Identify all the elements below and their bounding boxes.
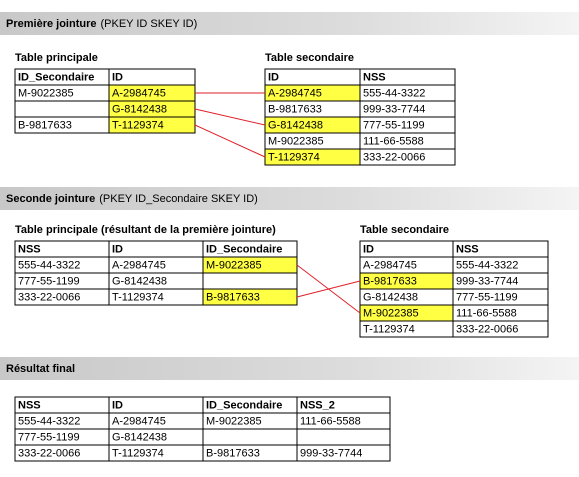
cell-text: 555-44-3322 <box>363 87 425 99</box>
cell-text: 777-55-1199 <box>456 291 518 303</box>
column-header: NSS_2 <box>300 399 335 411</box>
cell-text: 777-55-1199 <box>363 119 425 131</box>
cell <box>202 428 298 446</box>
column-header: ID <box>268 71 279 83</box>
cell-text: M-9022385 <box>18 87 74 99</box>
join-line <box>194 108 266 126</box>
column-header: NSS <box>18 243 41 255</box>
column-header: ID <box>363 243 374 255</box>
cell-text: M-9022385 <box>206 259 262 271</box>
column-header: ID_Secondaire <box>18 71 94 83</box>
cell-text: 111-66-5588 <box>300 415 361 427</box>
cell-text: 111-66-5588 <box>456 307 517 319</box>
cell-text: B-9817633 <box>268 103 322 115</box>
table-caption: Table principale <box>15 52 98 64</box>
table: NSS ID ID_Secondaire 555-44-3322 A-2984745 M-… <box>14 240 298 306</box>
column-header: ID <box>112 399 123 411</box>
column-header: NSS <box>456 243 479 255</box>
cell <box>14 100 110 118</box>
cell-text: B-9817633 <box>206 447 260 459</box>
cell-text: G-8142438 <box>268 119 323 131</box>
cell-text: B-9817633 <box>18 119 72 131</box>
cell <box>359 148 456 166</box>
cell-text: 777-55-1199 <box>18 275 80 287</box>
section-title-bold: Seconde jointure <box>6 193 95 205</box>
cell-text: 777-55-1199 <box>18 431 80 443</box>
header-cell <box>264 68 361 86</box>
column-header: NSS <box>363 71 386 83</box>
section-header <box>0 357 579 380</box>
cell-text: T-1129374 <box>112 291 164 303</box>
join-lines <box>194 92 361 314</box>
header-cell <box>108 396 204 414</box>
column-header: ID <box>112 71 123 83</box>
cell-text: 555-44-3322 <box>18 415 80 427</box>
cell <box>296 444 391 462</box>
cell-text: G-8142438 <box>112 275 167 287</box>
table-caption: Table secondaire <box>265 52 354 64</box>
section-title: Seconde jointure (PKEY ID_Secondaire SKEY… <box>6 193 258 205</box>
cell-text: 999-33-7744 <box>456 275 518 287</box>
cell-text: 333-22-0066 <box>18 291 80 303</box>
table: ID NSS A-2984745 555-44-3322 B-9817633 999-33… <box>359 240 549 338</box>
column-header: ID_Secondaire <box>206 243 282 255</box>
section-subtitle: (PKEY ID SKEY ID) <box>100 18 197 30</box>
section-subtitle: (PKEY ID_Secondaire SKEY ID) <box>99 193 258 205</box>
section-header <box>0 187 579 210</box>
cell-text: A-2984745 <box>112 415 166 427</box>
column-header: ID_Secondaire <box>206 399 282 411</box>
cell-text: A-2984745 <box>112 87 166 99</box>
section-title-bold: Première jointure <box>6 18 96 30</box>
cell-text: 999-33-7744 <box>300 447 362 459</box>
cell-text: 111-66-5588 <box>363 135 424 147</box>
cell <box>296 428 391 446</box>
cell-text: M-9022385 <box>363 307 419 319</box>
cell <box>452 320 549 338</box>
column-header: ID <box>112 243 123 255</box>
cell-text: B-9817633 <box>363 275 417 287</box>
cell-text: A-2984745 <box>268 87 322 99</box>
cell-text: M-9022385 <box>268 135 324 147</box>
section-header <box>0 12 579 35</box>
cell-text: 333-22-0066 <box>18 447 80 459</box>
cell-text: 555-44-3322 <box>18 259 80 271</box>
column-header: NSS <box>18 399 41 411</box>
table: ID NSS A-2984745 555-44-3322 B-9817633 999-33… <box>264 68 456 166</box>
content: Première jointure (PKEY ID SKEY ID) Table … <box>0 12 579 462</box>
join-line <box>296 280 361 298</box>
cell-text: 333-22-0066 <box>363 151 425 163</box>
cell-text: M-9022385 <box>206 415 262 427</box>
table: ID_Secondaire ID M-9022385 A-2984745 G-81424… <box>14 68 196 134</box>
cell-text: T-1129374 <box>112 119 164 131</box>
cell-text: A-2984745 <box>112 259 166 271</box>
cell-text: T-1129374 <box>112 447 164 459</box>
cell-text: 333-22-0066 <box>456 323 518 335</box>
header-cell <box>108 240 204 258</box>
cell <box>202 272 298 290</box>
table: NSS ID ID_Secondaire NSS_2 555-44-3322 A-2984… <box>14 396 391 462</box>
cell-text: A-2984745 <box>363 259 417 271</box>
cell-text: G-8142438 <box>363 291 418 303</box>
table-caption: Table principale (résultant de la premiè… <box>15 224 276 236</box>
join-line <box>194 124 266 158</box>
cell-text: G-8142438 <box>112 431 167 443</box>
cell-text: T-1129374 <box>268 151 320 163</box>
section-title-bold: Résultat final <box>6 363 75 375</box>
table-caption: Table secondaire <box>360 224 449 236</box>
cell-text: T-1129374 <box>363 323 415 335</box>
cell-text: G-8142438 <box>112 103 167 115</box>
section-title: Résultat final <box>6 363 75 375</box>
cell-text: B-9817633 <box>206 291 260 303</box>
section-title: Première jointure (PKEY ID SKEY ID) <box>6 18 197 30</box>
cell-text: 999-33-7744 <box>363 103 425 115</box>
cell-text: 555-44-3322 <box>456 259 518 271</box>
